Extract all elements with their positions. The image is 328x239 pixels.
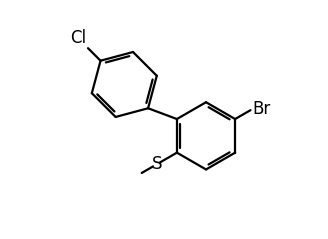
Text: Cl: Cl xyxy=(70,28,86,47)
Text: S: S xyxy=(152,155,162,173)
Text: Br: Br xyxy=(253,100,271,118)
